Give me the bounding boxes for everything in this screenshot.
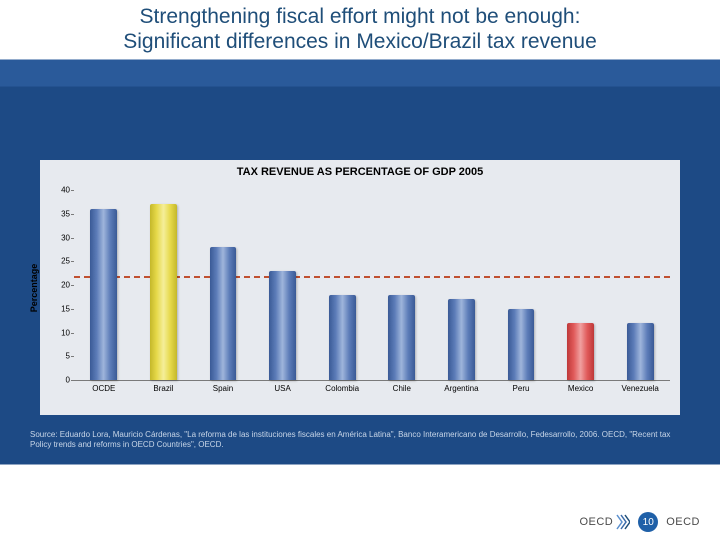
page-number: 10 [643, 517, 654, 528]
x-tick-label: Colombia [325, 384, 359, 393]
source-citation: Source: Eduardo Lora, Mauricio Cárdenas,… [30, 430, 690, 451]
y-tick-mark [71, 285, 74, 286]
bar [210, 247, 237, 380]
chart-panel: TAX REVENUE AS PERCENTAGE OF GDP 2005 Pe… [40, 160, 680, 415]
bar [567, 323, 594, 380]
slide-title: Strengthening fiscal effort might not be… [20, 4, 700, 54]
y-tick-label: 10 [52, 328, 70, 337]
x-tick-label: OCDE [92, 384, 115, 393]
bar [90, 209, 117, 380]
y-tick-mark [71, 238, 74, 239]
bar [388, 295, 415, 381]
slide: Strengthening fiscal effort might not be… [0, 0, 720, 540]
y-axis-label: Percentage [29, 263, 39, 312]
x-tick-label: Spain [213, 384, 233, 393]
x-tick-label: Argentina [444, 384, 478, 393]
bar [448, 299, 475, 380]
y-tick-label: 20 [52, 281, 70, 290]
y-tick-mark [71, 214, 74, 215]
bar [269, 271, 296, 380]
y-tick-mark [71, 261, 74, 262]
oecd-logo-left: OECD [579, 514, 630, 530]
chevron-icon [616, 514, 630, 530]
bar [508, 309, 535, 380]
page-number-badge: 10 [638, 512, 658, 532]
y-tick-label: 35 [52, 209, 70, 218]
y-tick-label: 40 [52, 186, 70, 195]
y-tick-mark [71, 333, 74, 334]
oecd-logo-right: OECD [666, 516, 700, 528]
x-tick-label: USA [274, 384, 290, 393]
y-tick-label: 15 [52, 304, 70, 313]
x-tick-label: Brazil [153, 384, 173, 393]
y-tick-mark [71, 356, 74, 357]
footer: OECD 10 OECD [579, 512, 700, 532]
plot-area: 0510152025303540 [74, 190, 670, 381]
title-line-1: Strengthening fiscal effort might not be… [140, 5, 581, 28]
x-tick-label: Peru [513, 384, 530, 393]
y-tick-mark [71, 309, 74, 310]
chart-title: TAX REVENUE AS PERCENTAGE OF GDP 2005 [40, 166, 680, 178]
x-tick-label: Venezuela [622, 384, 659, 393]
title-line-2: Significant differences in Mexico/Brazil… [123, 30, 597, 53]
bar [329, 295, 356, 381]
y-tick-mark [71, 380, 74, 381]
bar [150, 204, 177, 380]
x-tick-label: Mexico [568, 384, 593, 393]
y-tick-mark [71, 190, 74, 191]
logo-text: OECD [666, 516, 700, 528]
bar [627, 323, 654, 380]
y-tick-label: 25 [52, 257, 70, 266]
y-tick-label: 30 [52, 233, 70, 242]
logo-text: OECD [579, 516, 613, 528]
x-tick-label: Chile [393, 384, 411, 393]
y-tick-label: 5 [52, 352, 70, 361]
y-tick-label: 0 [52, 376, 70, 385]
